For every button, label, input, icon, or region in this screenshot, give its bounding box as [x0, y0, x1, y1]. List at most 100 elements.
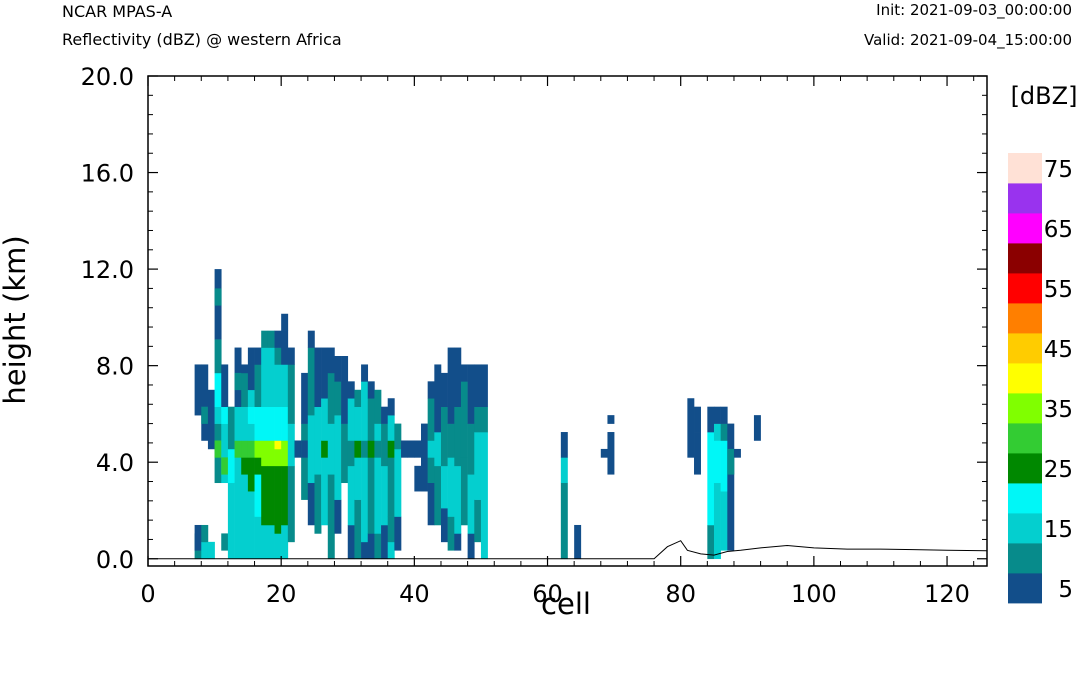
colorbar-box-55 — [1008, 273, 1042, 304]
cell-4-1 — [221, 423, 229, 484]
cell-28-2 — [381, 423, 389, 467]
cell-25-2 — [361, 440, 369, 458]
header-valid-time: Valid: 2021-09-04_15:00:00 — [864, 31, 1072, 50]
colorbar-box-40 — [1008, 363, 1042, 394]
header-model-name: NCAR MPAS-A — [62, 2, 172, 21]
colorbar-label-75: 75 — [1044, 157, 1073, 183]
cell-11-5 — [267, 330, 275, 348]
y-tick-label-3: 12.0 — [81, 256, 134, 284]
cell-39-2 — [454, 406, 462, 467]
cell-41-1 — [467, 474, 475, 534]
cell-37-2 — [440, 406, 448, 467]
cell-21-1 — [334, 415, 342, 500]
cell-8-5 — [247, 389, 255, 407]
cell-23-1 — [347, 465, 355, 526]
cell-45-0 — [574, 524, 582, 560]
cell-10-0 — [261, 524, 269, 560]
colorbar-label-45: 45 — [1044, 337, 1073, 363]
colorbar-box-20 — [1008, 483, 1042, 514]
cell-1-2 — [201, 364, 209, 441]
cell-31-0 — [401, 440, 408, 458]
cell-14-3 — [287, 347, 295, 365]
cell-52-0 — [720, 491, 728, 551]
cell-43-1 — [480, 406, 488, 433]
cell-3-2 — [214, 406, 222, 424]
cell-26-4 — [367, 381, 375, 399]
cell-25-3 — [361, 381, 369, 441]
cell-27-1 — [374, 457, 382, 534]
cell-30-2 — [394, 423, 402, 450]
cell-20-0 — [327, 474, 335, 560]
cell-13-5 — [281, 330, 289, 365]
cell-8-4 — [247, 406, 255, 424]
colorbar-box-75 — [1008, 153, 1042, 184]
cell-33-1 — [414, 440, 422, 458]
cell-24-3 — [354, 406, 362, 441]
cell-49-0 — [694, 432, 701, 475]
cell-37-3 — [440, 372, 448, 407]
cell-2-1 — [207, 389, 215, 450]
cell-51-2 — [713, 423, 721, 441]
cell-23-3 — [347, 398, 355, 441]
cell-51-0 — [713, 482, 721, 560]
plot-frame — [147, 75, 988, 567]
cell-21-2 — [334, 381, 342, 416]
cell-9-4 — [254, 406, 262, 441]
cell-22-1 — [341, 356, 349, 424]
cell-16-2 — [301, 372, 309, 424]
cell-3-3 — [214, 372, 222, 407]
cell-35-0 — [427, 482, 435, 526]
colorbar-box-50 — [1008, 303, 1042, 334]
cell-39-3 — [454, 347, 462, 407]
cell-23-0 — [347, 524, 355, 560]
x-tick-label-3: 60 — [532, 580, 563, 608]
cell-12-4 — [274, 406, 282, 441]
cell-49-1 — [694, 406, 701, 433]
cell-36-1 — [434, 432, 442, 467]
cell-10-4 — [261, 347, 269, 407]
cell-44-1 — [560, 457, 568, 484]
cell-10-2 — [261, 440, 269, 467]
cell-9-0 — [254, 516, 262, 560]
cell-24-4 — [354, 389, 362, 407]
cell-54-0 — [733, 448, 741, 458]
cell-47-1 — [607, 415, 615, 424]
cell-6-2 — [234, 406, 242, 441]
x-tick-label-6: 120 — [924, 580, 970, 608]
cell-28-0 — [381, 524, 389, 560]
colorbar-box-70 — [1008, 183, 1042, 214]
cell-8-1 — [247, 457, 255, 492]
cell-7-5 — [241, 364, 249, 374]
cell-15-0 — [294, 440, 302, 458]
cell-34-0 — [421, 423, 428, 492]
colorbar-box-35 — [1008, 393, 1042, 424]
cell-41-3 — [467, 364, 475, 424]
cell-6-4 — [234, 372, 242, 391]
cell-50-0 — [707, 524, 715, 560]
cell-39-1 — [454, 465, 462, 534]
cell-24-0 — [354, 499, 362, 560]
colorbar-box-30 — [1008, 423, 1042, 454]
cell-12-6 — [274, 347, 282, 365]
cell-7-1 — [241, 457, 249, 475]
cell-42-3 — [474, 364, 482, 407]
cell-40-2 — [460, 364, 468, 382]
x-tick-label-1: 20 — [266, 580, 297, 608]
cell-27-4 — [374, 389, 382, 424]
cell-12-0 — [274, 533, 282, 560]
cell-24-2 — [354, 440, 362, 458]
x-tick-label-5: 100 — [791, 580, 837, 608]
cell-3-1 — [214, 440, 222, 458]
cell-40-1 — [460, 381, 468, 458]
cell-42-2 — [474, 406, 482, 433]
cell-4-3 — [221, 406, 229, 424]
cell-52-3 — [720, 406, 728, 424]
cell-51-1 — [713, 440, 721, 484]
cell-50-2 — [707, 406, 715, 433]
cell-33-0 — [414, 465, 422, 492]
cell-25-4 — [361, 364, 369, 382]
cell-21-3 — [334, 356, 342, 382]
cell-27-3 — [374, 423, 382, 441]
cell-32-0 — [407, 440, 415, 458]
header-chart-title: Reflectivity (dBZ) @ western Africa — [62, 30, 342, 49]
